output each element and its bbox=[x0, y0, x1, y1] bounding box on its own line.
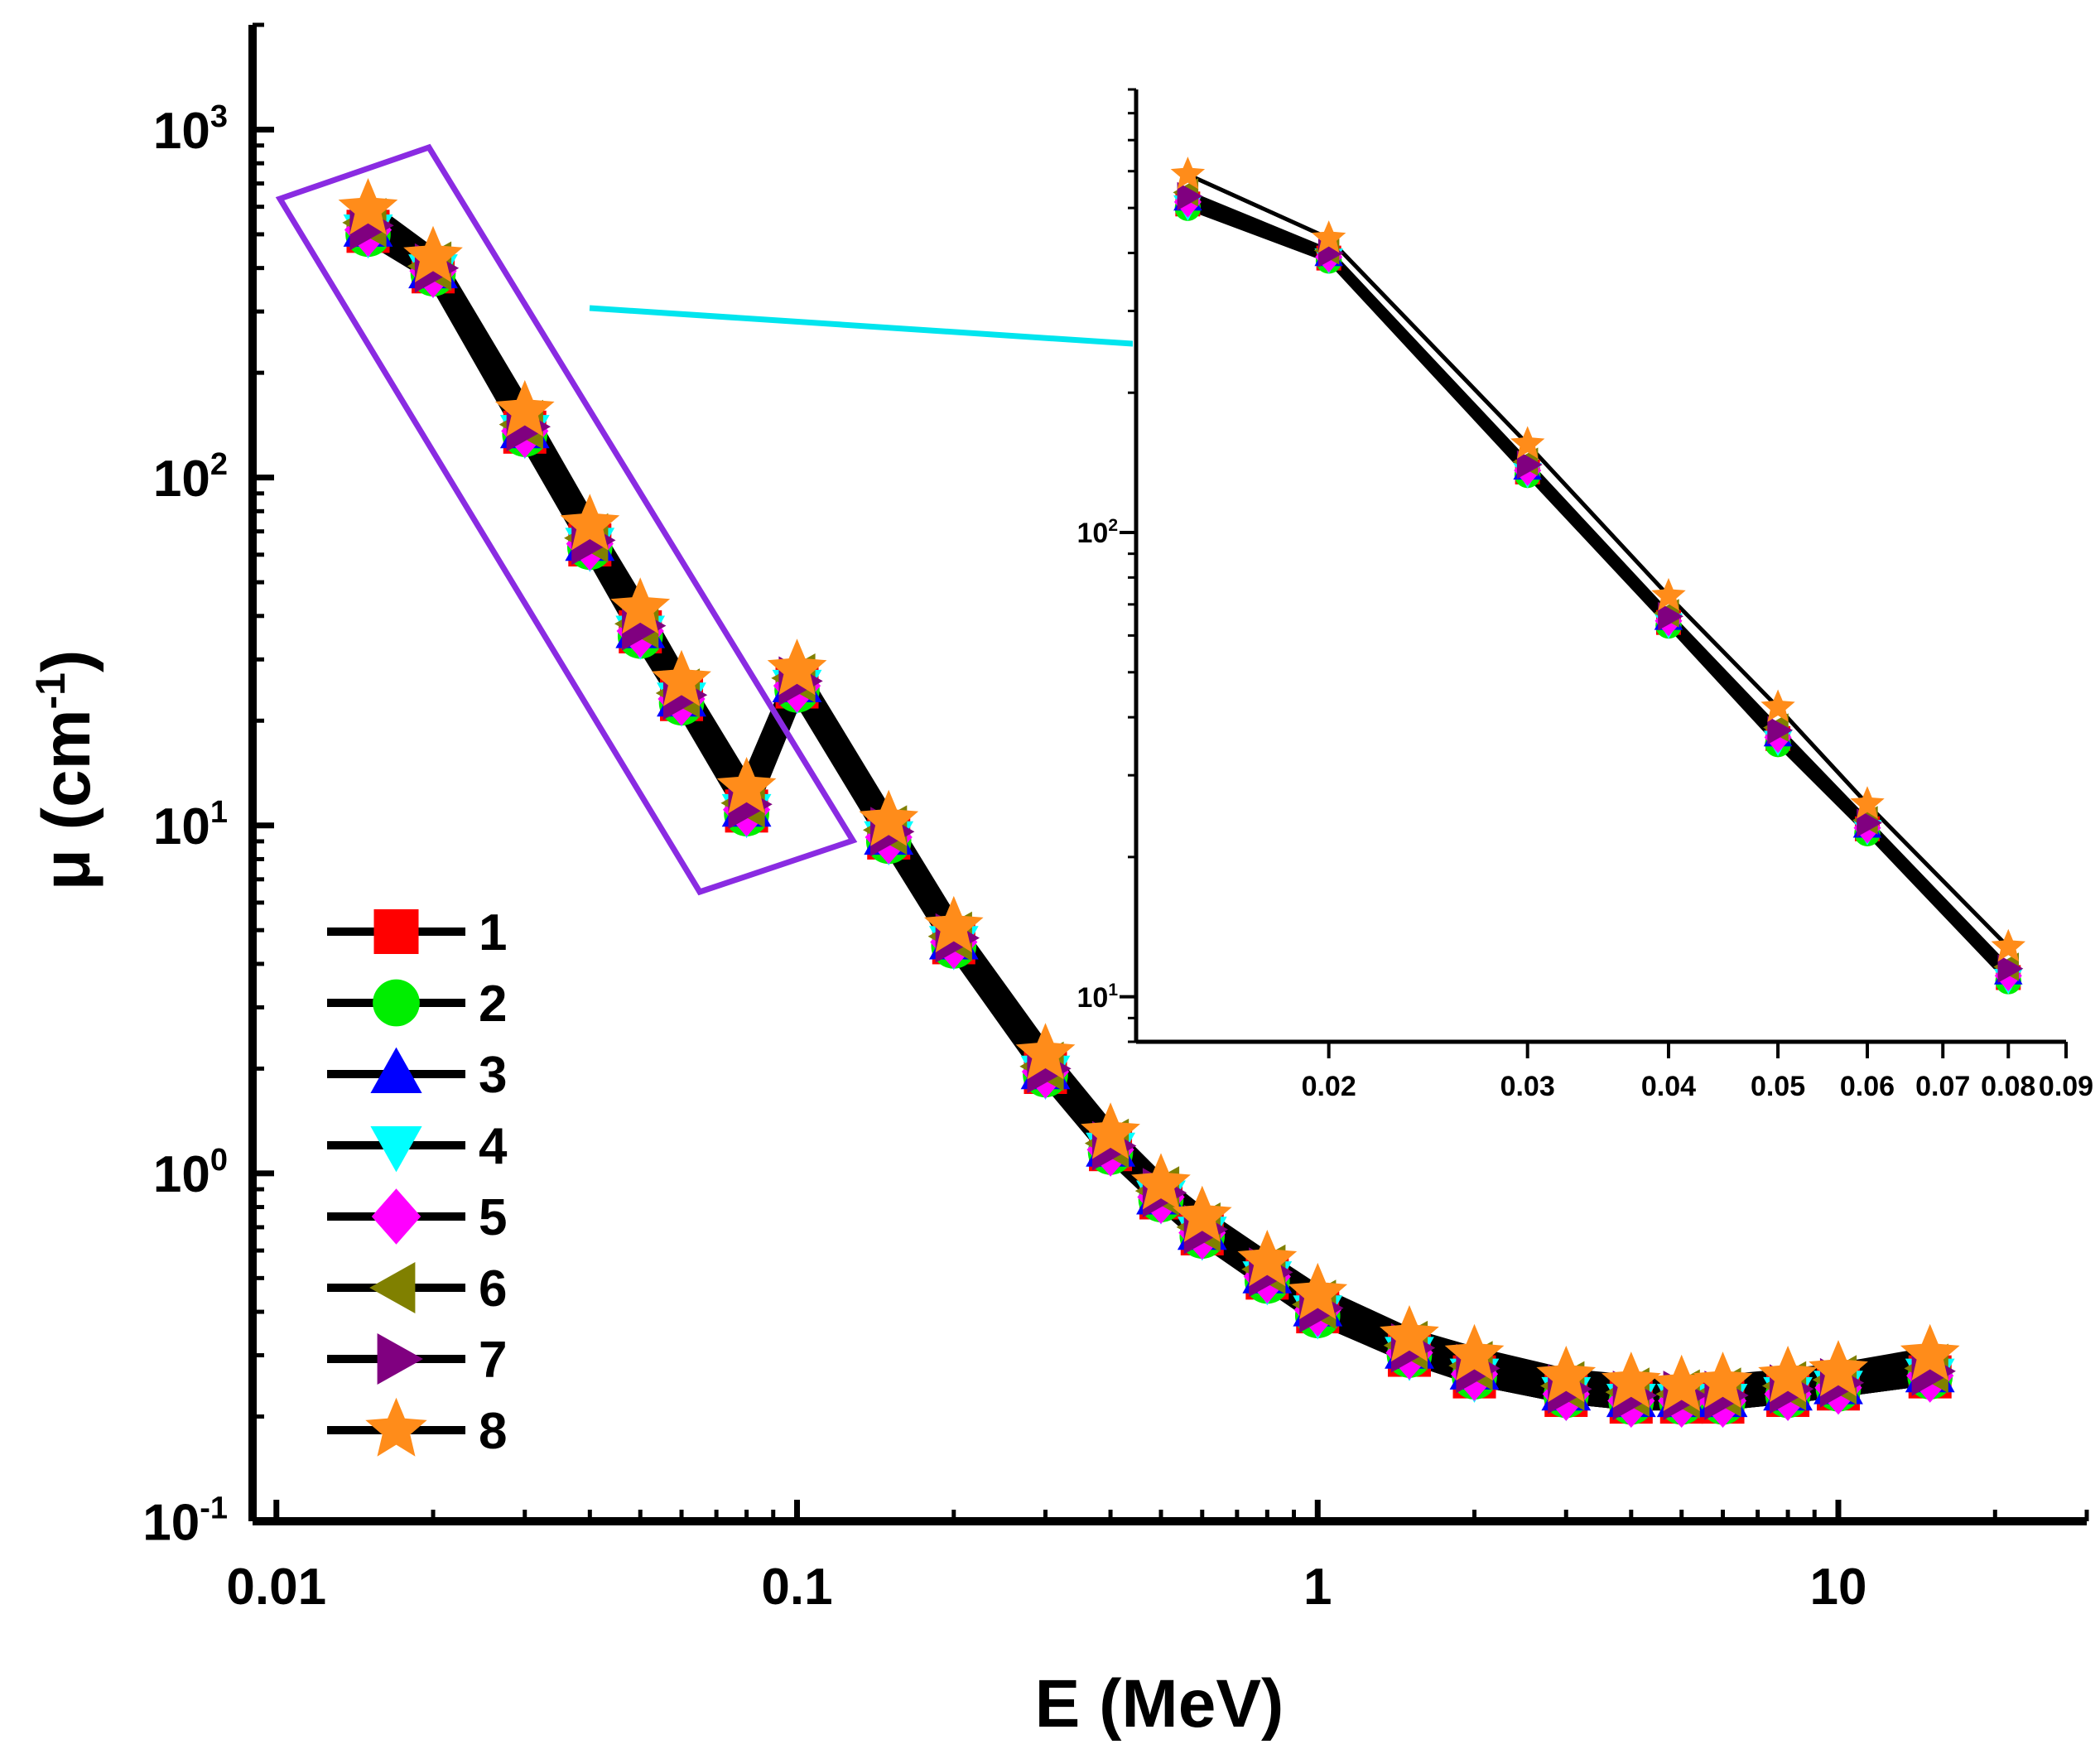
inset-point-s7-0 bbox=[1177, 181, 1203, 211]
legend-item-2: 2 bbox=[327, 976, 507, 1033]
inset-x-tick-label: 0.06 bbox=[1840, 1071, 1895, 1102]
main-point-s8-10 bbox=[1015, 1023, 1076, 1080]
main-axes: 0.01 0.1 1 10 10-1 100 101 102 103 bbox=[142, 22, 2089, 1616]
main-point-s8-4 bbox=[610, 577, 671, 634]
main-point-s8-19 bbox=[1601, 1352, 1661, 1409]
legend-label: 7 bbox=[479, 1332, 507, 1389]
main-point-s8-8 bbox=[859, 789, 919, 846]
inset-axes: 0.02 0.03 0.04 0.05 0.06 0.07 0.08 0.09 101 102 bbox=[1076, 88, 2093, 1102]
legend-label: 2 bbox=[479, 976, 507, 1033]
main-y-tick-label: 10-1 bbox=[142, 1491, 228, 1551]
legend-marker bbox=[373, 909, 419, 954]
inset-point-s7-5 bbox=[1857, 808, 1882, 837]
main-point-s8-24 bbox=[1900, 1323, 1960, 1380]
legend-label: 4 bbox=[479, 1118, 508, 1175]
inset-point-s7-3 bbox=[1658, 601, 1683, 631]
main-point-s8-22 bbox=[1758, 1346, 1818, 1403]
zoom-highlight-box bbox=[275, 143, 858, 896]
inset-y-tick-label: 102 bbox=[1076, 516, 1118, 549]
main-point-s8-9 bbox=[923, 895, 984, 953]
legend-item-1: 1 bbox=[327, 904, 507, 961]
legend-item-5: 5 bbox=[327, 1188, 507, 1246]
inset-x-tick-label: 0.03 bbox=[1500, 1071, 1555, 1102]
legend: 1 2 3 4 5 6 7 8 bbox=[327, 904, 508, 1460]
inset-point-s8-3 bbox=[1651, 577, 1686, 611]
inset-x-tick-label: 0.08 bbox=[1981, 1071, 2035, 1102]
main-point-s8-20 bbox=[1651, 1354, 1712, 1411]
legend-marker bbox=[369, 1262, 416, 1313]
main-point-s8-16 bbox=[1380, 1305, 1439, 1362]
main-point-s8-23 bbox=[1809, 1340, 1868, 1397]
main-point-s8-15 bbox=[1288, 1262, 1348, 1320]
main-point-s8-2 bbox=[494, 379, 555, 437]
inset-x-tick-label: 0.05 bbox=[1751, 1071, 1805, 1102]
main-markers bbox=[338, 178, 1960, 1429]
inset-point-s8-2 bbox=[1510, 426, 1545, 459]
inset-point-s8-4 bbox=[1760, 689, 1795, 722]
main-x-tick-label: 1 bbox=[1303, 1559, 1332, 1616]
inset-chart: 0.02 0.03 0.04 0.05 0.06 0.07 0.08 0.09 101 102 bbox=[1076, 87, 2093, 1102]
inset-x-tick-label: 0.04 bbox=[1641, 1071, 1696, 1102]
main-point-s8-11 bbox=[1081, 1102, 1140, 1159]
main-point-s8-17 bbox=[1444, 1323, 1505, 1380]
y-axis-label: μ (cm-1) bbox=[27, 650, 104, 891]
main-point-s8-14 bbox=[1237, 1230, 1298, 1287]
main-point-s8-12 bbox=[1131, 1153, 1191, 1210]
inset-y-tick-label: 101 bbox=[1076, 980, 1118, 1014]
legend-item-8: 8 bbox=[327, 1397, 507, 1460]
inset-x-tick-label: 0.09 bbox=[2039, 1071, 2093, 1102]
main-y-tick-label: 102 bbox=[153, 447, 228, 508]
legend-label: 5 bbox=[479, 1189, 507, 1246]
inset-point-s7-2 bbox=[1516, 450, 1543, 479]
legend-marker bbox=[365, 1397, 427, 1457]
inset-point-s7-6 bbox=[1997, 954, 2024, 983]
main-point-s8-1 bbox=[403, 225, 463, 282]
inset-x-tick-label: 0.07 bbox=[1915, 1071, 1970, 1102]
main-y-tick-label: 100 bbox=[153, 1143, 228, 1203]
legend-marker bbox=[370, 1047, 422, 1093]
main-x-tick-label: 10 bbox=[1810, 1559, 1867, 1616]
main-point-s8-21 bbox=[1693, 1352, 1753, 1409]
main-y-tick-label: 101 bbox=[153, 795, 228, 855]
main-chart: 0.01 0.1 1 10 10-1 100 101 102 103 E (MeV) μ (cm… bbox=[27, 22, 2089, 1742]
inset-point-s8-0 bbox=[1170, 157, 1206, 190]
main-y-tick-label: 103 bbox=[153, 99, 228, 160]
legend-label: 8 bbox=[479, 1403, 507, 1460]
main-x-tick-label: 0.1 bbox=[761, 1559, 832, 1616]
main-point-s8-3 bbox=[560, 494, 620, 551]
inset-point-s8-1 bbox=[1312, 220, 1346, 253]
legend-label: 6 bbox=[479, 1260, 507, 1318]
legend-label: 3 bbox=[479, 1047, 507, 1104]
inset-markers bbox=[1170, 157, 2025, 995]
main-point-s8-13 bbox=[1172, 1185, 1232, 1242]
legend-item-4: 4 bbox=[327, 1118, 508, 1175]
inset-point-s8-5 bbox=[1850, 786, 1885, 819]
legend-marker bbox=[373, 979, 420, 1027]
legend-item-6: 6 bbox=[327, 1260, 507, 1318]
inset-x-tick-label: 0.02 bbox=[1302, 1071, 1356, 1102]
main-point-s8-0 bbox=[338, 178, 398, 235]
legend-item-3: 3 bbox=[327, 1047, 507, 1104]
main-point-s8-18 bbox=[1536, 1346, 1597, 1403]
legend-marker bbox=[370, 1126, 422, 1173]
main-point-s8-6 bbox=[716, 757, 777, 814]
inset-point-s7-4 bbox=[1767, 716, 1794, 745]
legend-marker bbox=[377, 1333, 423, 1385]
legend-marker bbox=[371, 1188, 421, 1245]
legend-label: 1 bbox=[479, 904, 507, 961]
main-x-tick-label: 0.01 bbox=[226, 1559, 326, 1616]
main-point-s8-5 bbox=[652, 649, 711, 706]
x-axis-label: E (MeV) bbox=[1035, 1666, 1284, 1742]
legend-item-7: 7 bbox=[327, 1332, 507, 1389]
main-point-s8-7 bbox=[767, 638, 827, 696]
inset-point-s8-6 bbox=[1991, 928, 2025, 962]
